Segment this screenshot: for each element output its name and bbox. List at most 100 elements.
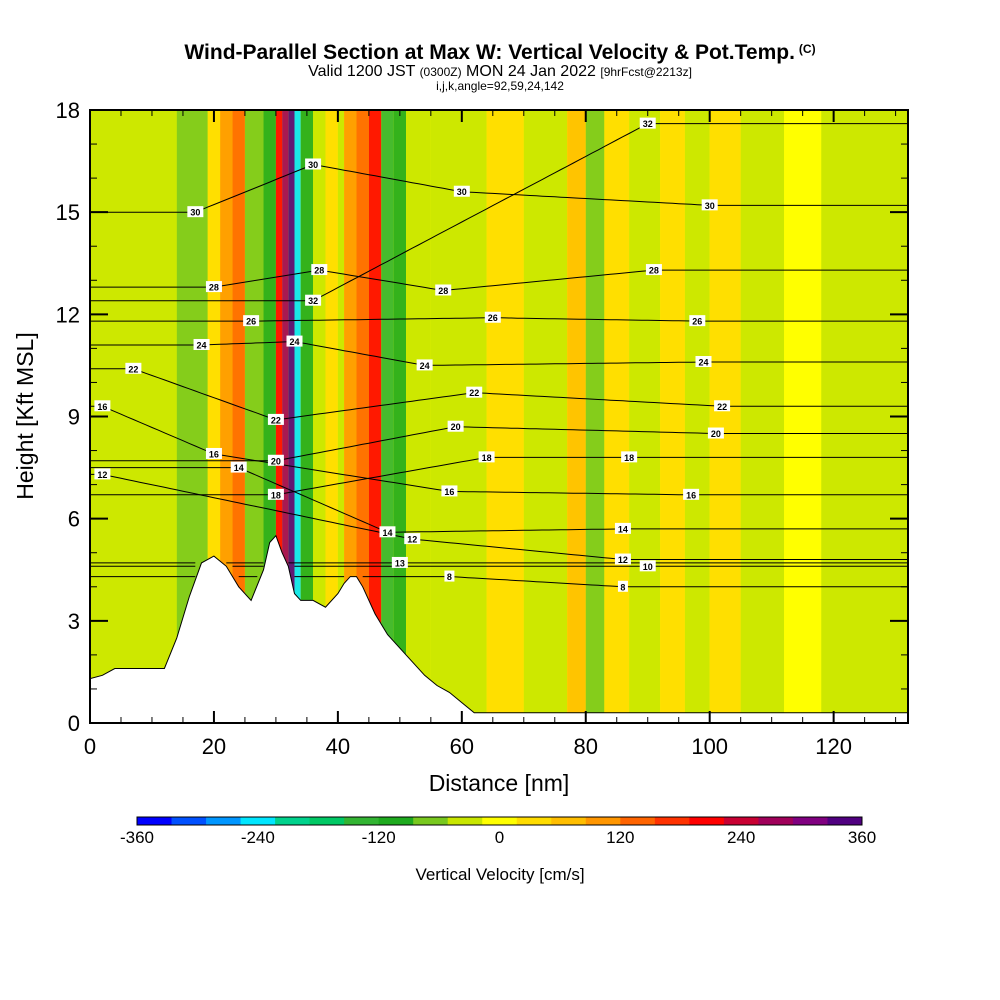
colorbar-swatch [344,817,380,825]
velocity-band [337,110,345,723]
velocity-band [486,110,524,723]
contour-label-bg [267,413,284,425]
y-axis-label: Height [Kft MSL] [12,332,38,499]
contour-label: 22 [717,402,727,412]
theta-contour [90,163,908,213]
contour-label: 16 [209,449,219,459]
velocity-band [567,110,586,723]
y-tick-label: 15 [56,200,80,225]
velocity-band [244,110,264,723]
x-axis-label: Distance [nm] [429,770,570,796]
contour-label: 26 [488,313,498,323]
axis-ticks: 0 20 40 60 80 100 120 0 3 6 9 12 15 18 [56,98,908,759]
contour-label-bg [125,362,142,374]
colorbar-tick-label: 120 [606,828,634,847]
colorbar-tick-label: -360 [120,828,154,847]
theta-contour [90,368,908,421]
contour-label: 18 [624,453,634,463]
velocity-band [393,110,407,723]
velocity-band [288,110,295,723]
contour-label-bg [94,468,111,480]
x-tick-label: 60 [450,734,474,759]
contour-label-bg [205,281,222,293]
theta-contour [90,341,908,366]
colorbar-swatch [620,817,656,825]
contour-label: 14 [382,528,392,538]
y-tick-label: 6 [68,507,80,532]
velocity-band [604,110,630,723]
terrain-fill [90,534,908,723]
velocity-band [356,110,369,723]
contour-label: 16 [97,402,107,412]
contour-label-bg [441,485,458,497]
contour-label: 26 [692,317,702,327]
velocity-band [344,110,357,723]
contour-label: 30 [190,208,200,218]
theta-contour [90,473,908,560]
contour-label: 30 [308,160,318,170]
contour-label-bg [94,400,111,412]
contour-label: 12 [618,555,628,565]
x-tick-label: 20 [202,734,226,759]
contour-label: 28 [314,266,324,276]
contour-label-bg [444,570,455,582]
contour-label: 12 [407,535,417,545]
contour-label: 14 [618,524,628,534]
contour-label: 28 [438,286,448,296]
contour-label-bg [639,117,656,129]
theta-contour [90,456,908,496]
contour-label: 32 [643,119,653,129]
contour-label: 22 [469,388,479,398]
velocity-band [523,110,568,723]
colorbar-frame [136,816,863,826]
colorbar: -360 -240 -120 0 120 240 360 [120,816,876,847]
contour-label: 24 [197,340,207,350]
contour-label-bg [453,185,470,197]
contour-label-bg [205,447,222,459]
colorbar-tick-label: -120 [362,828,396,847]
colorbar-swatch [137,817,173,825]
contour-label-bg [701,199,718,211]
x-tick-label: 120 [815,734,852,759]
velocity-band [430,110,487,723]
contour-label-bg [484,311,501,323]
colorbar-swatch [689,817,725,825]
velocity-band [784,110,822,723]
colorbar-tick-label: 240 [727,828,755,847]
contour-label-bg [478,451,495,463]
contour-label-bg [695,356,712,368]
colorbar-swatch [447,817,483,825]
y-tick-label: 0 [68,711,80,736]
colorbar-swatch [551,817,587,825]
contour-label-bg [243,315,260,327]
contour-label-bg [267,454,284,466]
contour-label: 13 [395,558,405,568]
y-tick-label: 3 [68,609,80,634]
contour-label: 20 [271,456,281,466]
contour-label: 18 [271,490,281,500]
colorbar-swatch [585,817,621,825]
colorbar-swatch [413,817,449,825]
x-tick-label: 80 [574,734,598,759]
contour-label: 16 [444,487,454,497]
colorbar-swatch [758,817,794,825]
y-tick-label: 18 [56,98,80,123]
x-tick-label: 0 [84,734,96,759]
contour-label-bg [305,294,322,306]
velocity-band [282,110,289,723]
colorbar-swatch [827,817,863,825]
velocity-band [313,110,326,723]
colorbar-swatch [516,817,552,825]
contour-label-bg [379,526,396,538]
contour-label-bg [187,206,204,218]
contour-label-bg [707,427,724,439]
colorbar-tick-label: 0 [495,828,504,847]
contour-label: 8 [620,582,625,592]
contour-label-bg [621,451,638,463]
chart-title: Wind-Parallel Section at Max W: Vertical… [184,41,816,64]
contour-label-bg [391,556,408,568]
contour-label-bg [193,338,210,350]
contour-label: 26 [246,317,256,327]
velocity-band [585,110,605,723]
grid-indices-line: i,j,k,angle=92,59,24,142 [436,79,564,93]
